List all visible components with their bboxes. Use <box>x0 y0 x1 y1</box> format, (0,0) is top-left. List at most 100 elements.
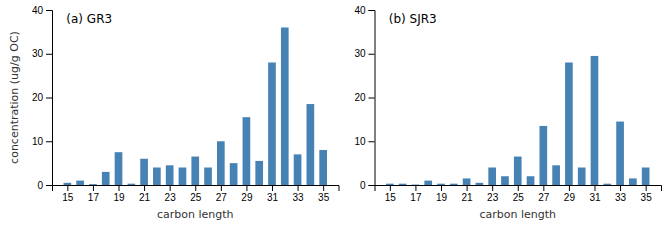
x-tick-label: 33 <box>615 192 627 203</box>
x-tick-label: 17 <box>88 192 100 203</box>
x-tick: 31 <box>589 185 601 203</box>
bar <box>476 183 484 185</box>
bar <box>294 154 302 185</box>
bar <box>399 184 407 185</box>
y-tick-label: 40 <box>354 5 366 16</box>
y-tick: 40 <box>354 5 374 16</box>
panel: 1517192123252729313335010203040carbon le… <box>8 5 339 221</box>
y-tick-mark <box>46 54 52 55</box>
x-axis-title: carbon length <box>157 208 234 221</box>
bar <box>412 184 420 185</box>
x-tick-label: 29 <box>241 192 253 203</box>
x-tick-mark <box>144 185 145 191</box>
x-tick-label: 23 <box>165 192 177 203</box>
x-tick-mark <box>67 185 68 191</box>
y-axis: 0 10 20 30 40 <box>354 5 375 191</box>
y-tick-label: 30 <box>32 48 44 59</box>
x-tick-mark <box>323 185 324 191</box>
bar <box>539 126 547 185</box>
x-tick-mark <box>543 185 544 191</box>
panel: 15 17 19 21 23 25 27 29 31 33 35 0 10 20 30 40 carbon le… <box>354 5 661 221</box>
bar <box>450 184 458 185</box>
y-tick: 40 <box>32 5 52 16</box>
y-tick-mark <box>369 141 375 142</box>
x-tick: 23 <box>487 185 499 203</box>
x-tick-mark <box>594 185 595 191</box>
y-tick: 0 <box>37 180 52 191</box>
y-tick-label: 0 <box>360 180 366 191</box>
y-tick-label: 10 <box>354 136 366 147</box>
x-tick-mark <box>646 185 647 191</box>
x-tick-mark <box>390 185 391 191</box>
x-tick-mark <box>246 185 247 191</box>
panel-title: (b) SJR3 <box>389 12 437 26</box>
x-tick: 33 <box>615 185 627 203</box>
y-tick-mark <box>369 98 375 99</box>
x-tick: 25 <box>513 185 525 203</box>
x-tick-mark <box>467 185 468 191</box>
x-axis: 15 17 19 21 23 25 27 29 31 33 35 <box>375 185 662 203</box>
y-tick-label: 20 <box>354 92 366 103</box>
x-axis-line <box>53 186 340 192</box>
x-tick: 35 <box>641 185 653 203</box>
y-tick-label: 20 <box>32 92 44 103</box>
bar <box>115 152 123 185</box>
panel-title: (a) GR3 <box>66 12 112 26</box>
y-tick: 20 <box>32 92 52 103</box>
x-tick-label: 35 <box>641 192 653 203</box>
bar <box>565 63 573 186</box>
bar <box>217 141 225 185</box>
bar <box>230 163 238 185</box>
x-axis-line <box>375 186 662 192</box>
y-tick-mark <box>369 54 375 55</box>
x-tick-label: 31 <box>267 192 279 203</box>
bar <box>191 157 199 185</box>
x-tick-mark <box>518 185 519 191</box>
x-tick: 35 <box>318 185 330 203</box>
x-tick: 15 <box>62 185 74 203</box>
x-tick: 17 <box>410 185 422 203</box>
y-tick: 30 <box>32 48 52 59</box>
bar <box>629 178 637 185</box>
x-tick-label: 15 <box>385 192 397 203</box>
y-tick-mark <box>46 10 52 11</box>
x-tick-label: 33 <box>293 192 305 203</box>
bar <box>127 184 135 185</box>
bar <box>616 122 624 185</box>
y-tick: 30 <box>354 48 374 59</box>
x-tick: 29 <box>564 185 576 203</box>
x-tick-mark <box>93 185 94 191</box>
y-tick-label: 0 <box>37 180 43 191</box>
bar <box>527 176 535 185</box>
y-tick: 0 <box>360 180 375 191</box>
y-axis-line <box>46 11 53 186</box>
bar <box>463 178 471 185</box>
x-tick-label: 25 <box>513 192 525 203</box>
x-tick-label: 19 <box>436 192 448 203</box>
x-axis-title: carbon length <box>479 208 556 221</box>
bar <box>319 150 327 185</box>
bars <box>64 28 327 186</box>
x-tick-label: 29 <box>564 192 576 203</box>
x-tick-label: 25 <box>190 192 202 203</box>
y-tick-label: 40 <box>32 5 44 16</box>
bar <box>578 168 586 186</box>
y-tick: 20 <box>354 92 374 103</box>
x-tick-mark <box>569 185 570 191</box>
x-tick-label: 15 <box>62 192 74 203</box>
x-tick-mark <box>272 185 273 191</box>
x-tick-mark <box>441 185 442 191</box>
bar <box>386 184 394 185</box>
bar <box>268 63 276 186</box>
x-tick: 27 <box>538 185 550 203</box>
y-axis-title: concentration (ug/g OC) <box>8 31 21 164</box>
bar <box>603 184 611 185</box>
x-tick: 21 <box>462 185 474 203</box>
y-axis-line <box>369 11 376 186</box>
x-tick: 15 <box>385 185 397 203</box>
x-tick-label: 21 <box>139 192 151 203</box>
bar <box>179 168 187 186</box>
x-tick: 19 <box>113 185 125 203</box>
bar <box>642 168 650 186</box>
x-tick-label: 19 <box>113 192 125 203</box>
